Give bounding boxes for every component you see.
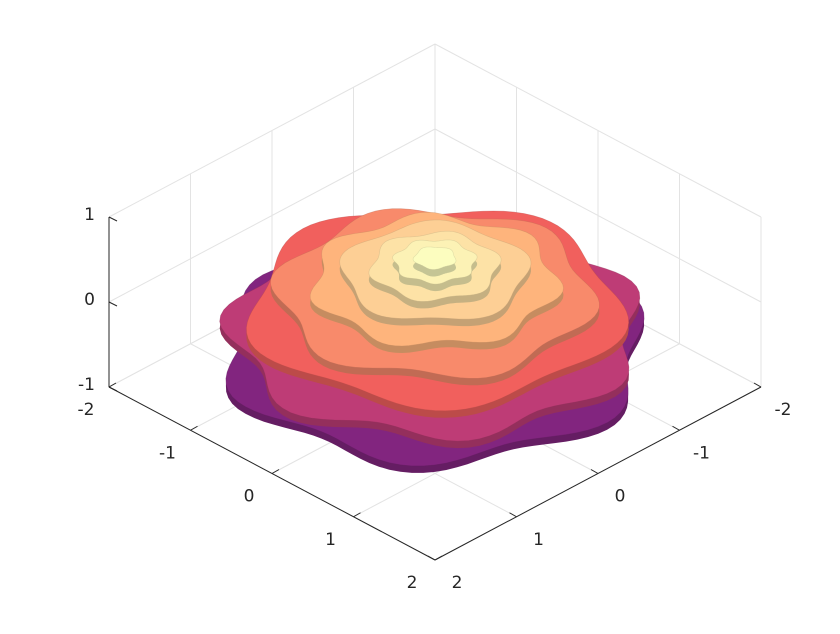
y-tick xyxy=(427,555,436,561)
petal-layer xyxy=(412,246,457,270)
y-tick xyxy=(509,512,517,518)
y-tick xyxy=(672,425,680,431)
y-tick-label: 0 xyxy=(615,487,626,507)
y-tick-label: -1 xyxy=(693,443,710,463)
x-tick-label: -1 xyxy=(159,443,176,463)
z-tick xyxy=(108,216,118,222)
x-tick-label: 2 xyxy=(407,573,418,593)
x-tick xyxy=(190,425,198,431)
y-tick xyxy=(590,469,599,474)
z-tick xyxy=(108,386,118,392)
grid-line xyxy=(434,43,762,218)
x-tick xyxy=(434,555,443,561)
grid-line xyxy=(434,128,762,303)
x-tick xyxy=(271,469,280,474)
x-tick-label: 1 xyxy=(325,530,336,550)
z-tick-label: 0 xyxy=(84,290,95,310)
y-tick-label: 2 xyxy=(452,573,463,593)
x-tick xyxy=(108,382,117,388)
grid-line xyxy=(108,128,436,303)
z-tick xyxy=(108,301,118,307)
x-tick-label: 0 xyxy=(244,487,255,507)
z-tick-label: -1 xyxy=(78,375,95,395)
x-tick-label: -2 xyxy=(78,400,95,420)
z-tick-label: 1 xyxy=(84,205,95,225)
y-tick xyxy=(753,382,762,388)
x-tick xyxy=(353,512,361,518)
grid-line xyxy=(108,43,436,218)
y-tick-label: -2 xyxy=(775,400,792,420)
y-tick-label: 1 xyxy=(533,530,544,550)
